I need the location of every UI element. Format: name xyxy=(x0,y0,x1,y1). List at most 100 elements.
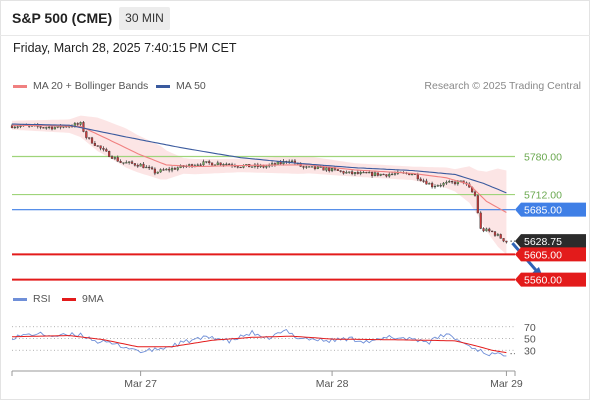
x-tick-label: Mar 29 xyxy=(490,378,523,390)
timeframe-button[interactable]: 30 MIN xyxy=(119,7,170,30)
candle-body xyxy=(90,137,94,144)
copyright-notice: Research © 2025 Trading Central xyxy=(424,80,581,92)
candle-body xyxy=(156,171,159,174)
candle xyxy=(425,178,428,185)
candle-body xyxy=(53,127,56,130)
candle xyxy=(505,240,508,244)
pivot-label: 5685.00 xyxy=(515,202,586,217)
candle-body xyxy=(85,131,88,138)
candle-body xyxy=(422,180,425,182)
candle xyxy=(82,121,85,133)
candle-body xyxy=(305,166,308,168)
timestamp: Friday, March 28, 2025 7:40:15 PM CET xyxy=(13,41,237,55)
candle xyxy=(116,155,119,162)
candle xyxy=(451,180,454,184)
candle-body xyxy=(416,174,419,180)
candle xyxy=(476,194,479,214)
candle-body xyxy=(319,166,322,168)
candle-body xyxy=(250,166,254,168)
candle xyxy=(79,121,82,126)
candle-body xyxy=(225,163,228,166)
candle-body xyxy=(279,161,282,165)
candle-body xyxy=(150,167,154,170)
candle-body xyxy=(119,161,122,163)
candle-body xyxy=(485,228,488,232)
candle-body xyxy=(316,166,319,169)
candle xyxy=(491,230,494,233)
candle-body xyxy=(208,161,211,164)
candle xyxy=(388,172,391,178)
candle-body xyxy=(473,191,477,196)
candle-body xyxy=(116,157,119,162)
candle-body xyxy=(425,180,428,185)
candle-body xyxy=(122,162,125,164)
candle xyxy=(431,181,434,189)
candle-body xyxy=(411,173,414,176)
price-levels xyxy=(12,155,515,281)
candle xyxy=(502,238,505,243)
candle-body xyxy=(99,145,102,149)
candle-body xyxy=(219,162,222,165)
candle-body xyxy=(328,167,331,172)
legend-ma50: MA 50 xyxy=(156,80,206,92)
candle-body xyxy=(505,240,508,243)
candle xyxy=(99,145,102,151)
legend-rsi-label: RSI xyxy=(33,293,51,305)
candle xyxy=(213,164,217,166)
candle-body xyxy=(236,166,239,168)
candle xyxy=(13,125,16,129)
support-1-label-bg xyxy=(515,247,586,262)
candle xyxy=(85,130,88,140)
candle-body xyxy=(10,125,14,128)
candle xyxy=(93,141,96,147)
candle xyxy=(313,166,317,171)
candle xyxy=(110,155,114,160)
candle-body xyxy=(382,173,385,176)
last-price-label-text: 5628.75 xyxy=(524,236,562,248)
candle-body xyxy=(276,161,279,165)
candle-body xyxy=(16,126,19,128)
candle-body xyxy=(165,168,168,171)
candle xyxy=(136,163,139,168)
rsi-level-label: 50 xyxy=(524,334,536,346)
candle xyxy=(96,145,99,147)
ma50-line xyxy=(12,123,507,194)
candle-body xyxy=(339,170,342,172)
candle-body xyxy=(325,167,328,171)
candle-body xyxy=(431,183,434,188)
candle-body xyxy=(433,185,437,188)
candle xyxy=(348,171,351,174)
candle-body xyxy=(113,157,116,159)
rsi-ma-line xyxy=(12,335,507,354)
candle-body xyxy=(453,181,457,185)
candle xyxy=(42,127,45,129)
candle xyxy=(165,168,168,171)
bollinger-bands xyxy=(12,115,507,255)
candle-body xyxy=(376,172,379,176)
resistance-2-label-text: 5780.00 xyxy=(524,152,562,164)
candle-body xyxy=(228,163,231,166)
candle-body xyxy=(76,123,79,125)
candle-body xyxy=(196,164,199,166)
candle-body xyxy=(419,178,422,181)
legend-rsi: RSI xyxy=(13,293,51,305)
candle-body xyxy=(88,137,91,139)
candle-body xyxy=(136,165,139,167)
candle xyxy=(428,182,431,185)
candle xyxy=(302,165,305,170)
candle-body xyxy=(348,171,351,173)
candle xyxy=(305,165,308,169)
candle-body xyxy=(153,168,156,174)
candle-body xyxy=(488,228,491,232)
candle-body xyxy=(391,173,394,176)
candle xyxy=(445,180,448,185)
candle xyxy=(379,173,382,177)
candle xyxy=(359,170,362,176)
candlesticks xyxy=(10,121,508,244)
candle-body xyxy=(290,160,294,162)
candle-body xyxy=(19,125,22,127)
x-tick-label: Mar 27 xyxy=(124,378,157,390)
candle-body xyxy=(173,168,176,170)
pivot-label-bg xyxy=(515,202,586,217)
